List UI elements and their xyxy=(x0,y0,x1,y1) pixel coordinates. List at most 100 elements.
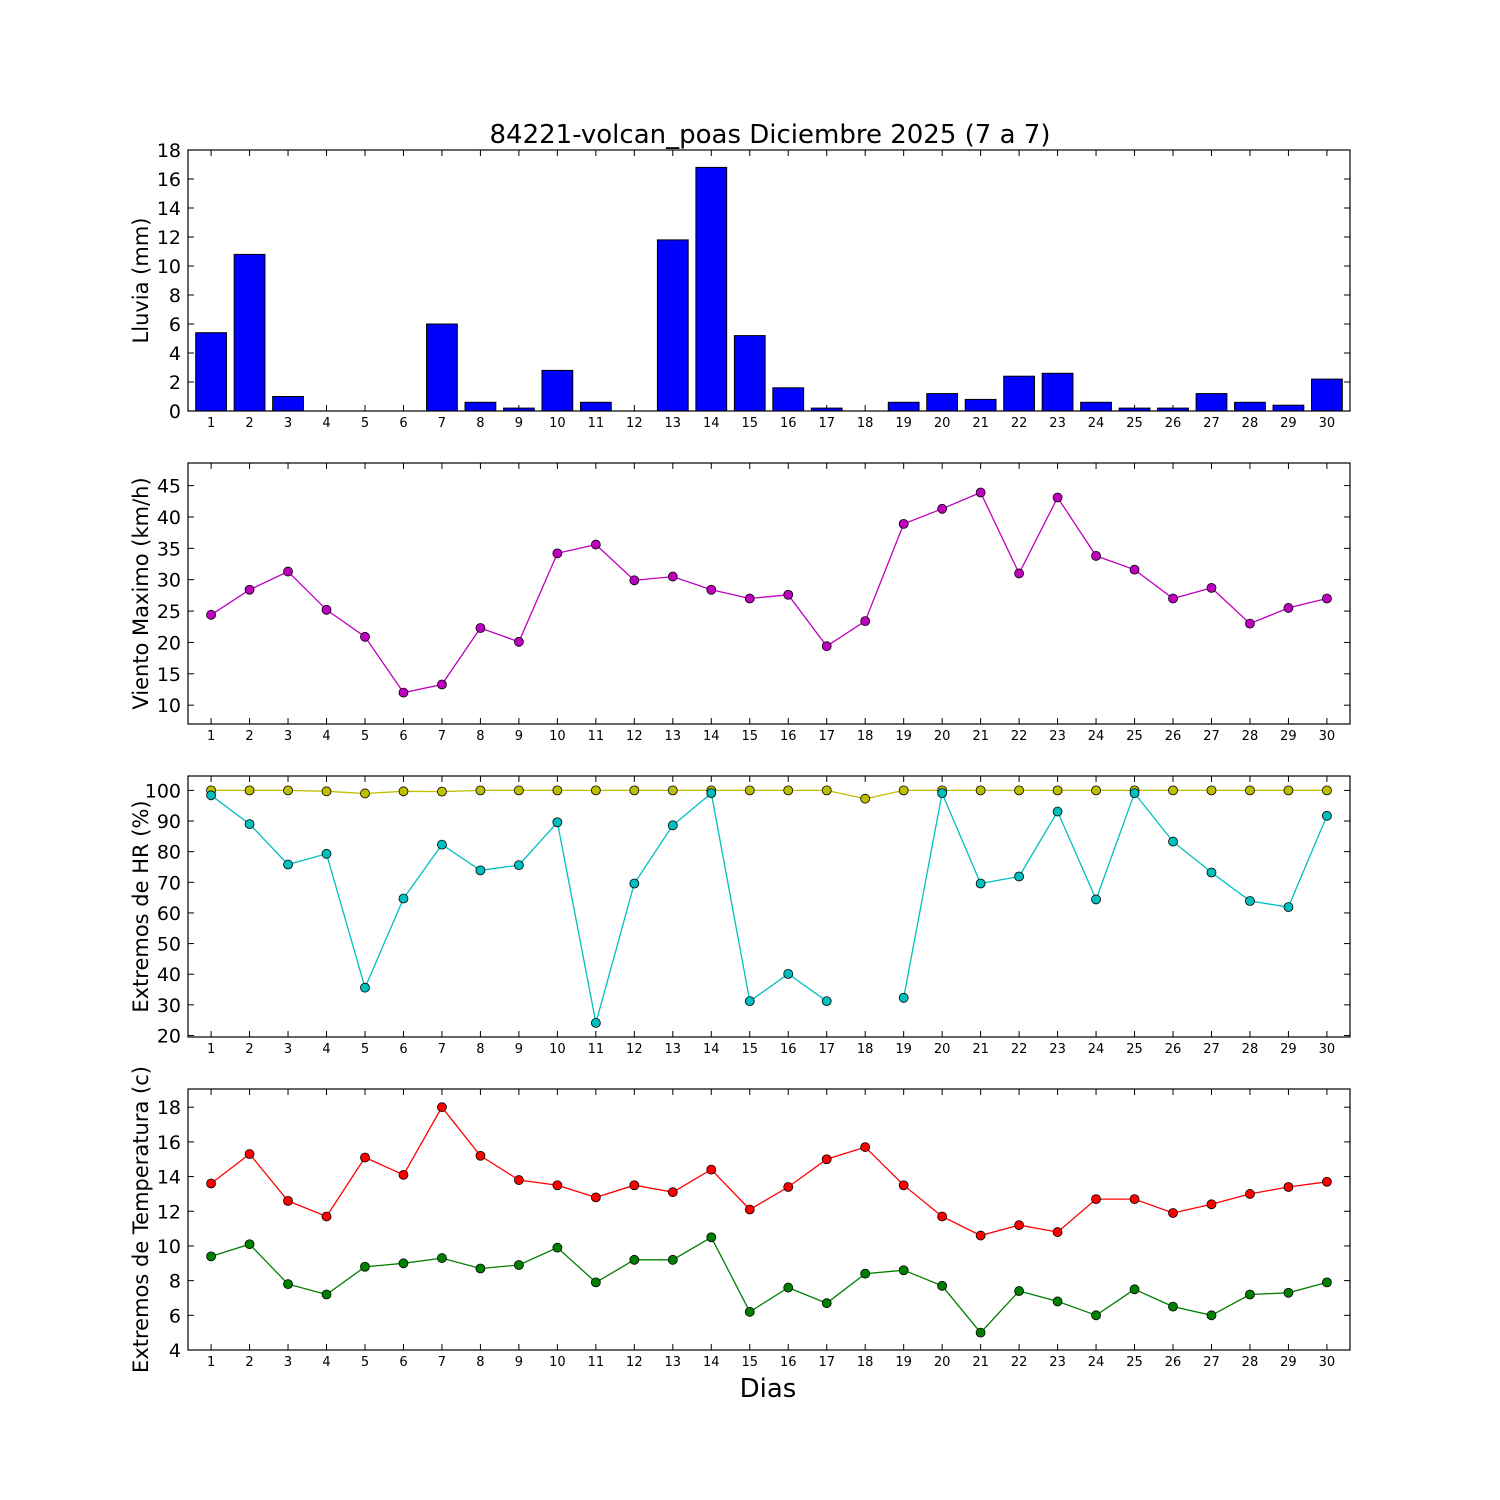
x-tick-label: 14 xyxy=(703,416,720,431)
point-series2-day-19 xyxy=(898,992,909,1003)
y-tick-label: 16 xyxy=(157,169,181,191)
point-series2-day-29 xyxy=(1283,1287,1294,1298)
point-series1-day-10 xyxy=(552,1180,563,1191)
point-series1-day-6 xyxy=(398,687,409,698)
point-series2-day-13 xyxy=(667,1254,678,1265)
point-series2-day-5 xyxy=(360,1261,370,1272)
point-series2-day-16 xyxy=(783,968,794,979)
x-tick-label: 29 xyxy=(1280,416,1297,431)
point-series2-day-22 xyxy=(1014,1286,1024,1296)
point-series1-day-9 xyxy=(514,785,524,796)
y-tick-label: 50 xyxy=(157,934,181,956)
x-tick-label: 8 xyxy=(476,1042,484,1057)
x-tick-label: 19 xyxy=(895,1355,912,1370)
point-series2-day-20 xyxy=(937,1280,948,1291)
bar-day-23 xyxy=(1041,372,1074,412)
point-series1-day-14 xyxy=(706,1164,717,1175)
point-series1-day-21 xyxy=(975,785,986,796)
x-tick-label: 17 xyxy=(818,1042,835,1057)
point-series1-day-16 xyxy=(783,785,794,796)
point-series1-day-11 xyxy=(590,539,601,550)
x-tick-label: 2 xyxy=(245,416,253,431)
point-series2-day-23 xyxy=(1052,806,1063,817)
point-series1-day-5 xyxy=(360,1152,370,1163)
x-tick-label: 25 xyxy=(1126,729,1143,744)
point-series2-day-2 xyxy=(244,819,255,829)
point-series2-day-5 xyxy=(360,982,370,993)
point-series1-day-10 xyxy=(552,548,563,559)
series-line-2 xyxy=(210,790,1328,1024)
y-tick-label: 18 xyxy=(157,1097,181,1119)
point-series1-day-25 xyxy=(1129,1194,1140,1205)
point-series1-day-12 xyxy=(629,1180,640,1191)
x-tick-label: 30 xyxy=(1319,1355,1336,1370)
y-axis-label: Lluvia (mm) xyxy=(129,218,153,344)
x-tick-label: 2 xyxy=(245,1042,253,1057)
x-tick-label: 27 xyxy=(1203,729,1220,744)
point-series2-day-24 xyxy=(1091,1310,1101,1321)
x-tick-label: 18 xyxy=(857,1355,874,1370)
point-series1-day-8 xyxy=(475,1150,486,1161)
point-series1-day-13 xyxy=(667,785,678,796)
x-tick-label: 26 xyxy=(1165,416,1182,431)
y-tick-label: 14 xyxy=(157,198,181,220)
point-series1-day-3 xyxy=(283,785,293,796)
bar-day-13 xyxy=(656,239,689,412)
point-series2-day-10 xyxy=(552,1242,563,1253)
bar-day-11 xyxy=(579,401,612,412)
point-series1-day-11 xyxy=(590,785,601,796)
point-series2-day-20 xyxy=(937,788,948,799)
point-series2-day-25 xyxy=(1129,1284,1140,1295)
x-tick-label: 19 xyxy=(895,1042,912,1057)
point-series1-day-29 xyxy=(1283,785,1294,796)
x-tick-label: 27 xyxy=(1203,416,1220,431)
x-tick-label: 8 xyxy=(476,1355,484,1370)
point-series1-day-23 xyxy=(1052,492,1063,503)
point-series1-day-3 xyxy=(283,1195,293,1206)
point-series1-day-9 xyxy=(514,636,524,647)
point-series2-day-25 xyxy=(1129,788,1140,799)
point-series2-day-14 xyxy=(706,788,717,799)
x-tick-label: 10 xyxy=(549,1355,566,1370)
x-tick-label: 13 xyxy=(665,416,682,431)
point-series1-day-21 xyxy=(975,1230,986,1241)
x-tick-label: 14 xyxy=(703,729,720,744)
point-series1-day-28 xyxy=(1245,618,1255,629)
point-series1-day-13 xyxy=(667,571,678,582)
point-series2-day-12 xyxy=(629,1254,640,1265)
point-series1-day-26 xyxy=(1168,785,1178,796)
x-tick-label: 30 xyxy=(1319,416,1336,431)
x-tick-label: 16 xyxy=(780,416,797,431)
point-series2-day-11 xyxy=(590,1277,601,1288)
x-tick-label: 25 xyxy=(1126,416,1143,431)
point-series1-day-20 xyxy=(937,503,948,514)
x-tick-label: 16 xyxy=(780,1042,797,1057)
point-series1-day-6 xyxy=(398,1169,409,1180)
x-tick-label: 2 xyxy=(245,1355,253,1370)
point-series1-day-12 xyxy=(629,575,640,586)
y-tick-label: 10 xyxy=(157,695,181,717)
x-tick-label: 17 xyxy=(818,1355,835,1370)
series-line-1 xyxy=(210,491,1328,694)
point-series2-day-8 xyxy=(475,1263,486,1274)
point-series1-day-5 xyxy=(360,788,370,799)
x-axis-label: Dias xyxy=(740,1374,797,1404)
point-series1-day-17 xyxy=(821,641,832,652)
bar-day-7 xyxy=(426,323,458,412)
x-tick-label: 13 xyxy=(665,729,682,744)
point-series2-day-22 xyxy=(1014,871,1024,882)
point-series1-day-15 xyxy=(744,593,755,604)
point-series1-day-30 xyxy=(1322,1176,1332,1187)
x-tick-label: 18 xyxy=(857,1042,874,1057)
x-tick-label: 22 xyxy=(1011,1355,1028,1370)
point-series1-day-30 xyxy=(1322,593,1332,604)
point-series2-day-3 xyxy=(283,1279,293,1289)
point-series1-day-4 xyxy=(321,1211,332,1222)
x-tick-label: 21 xyxy=(972,1355,989,1370)
y-tick-label: 8 xyxy=(169,1271,181,1293)
x-tick-label: 29 xyxy=(1280,729,1297,744)
x-tick-label: 24 xyxy=(1088,1355,1105,1370)
point-series2-day-28 xyxy=(1245,896,1255,906)
x-tick-label: 23 xyxy=(1049,1355,1066,1370)
point-series2-day-18 xyxy=(860,1268,871,1279)
